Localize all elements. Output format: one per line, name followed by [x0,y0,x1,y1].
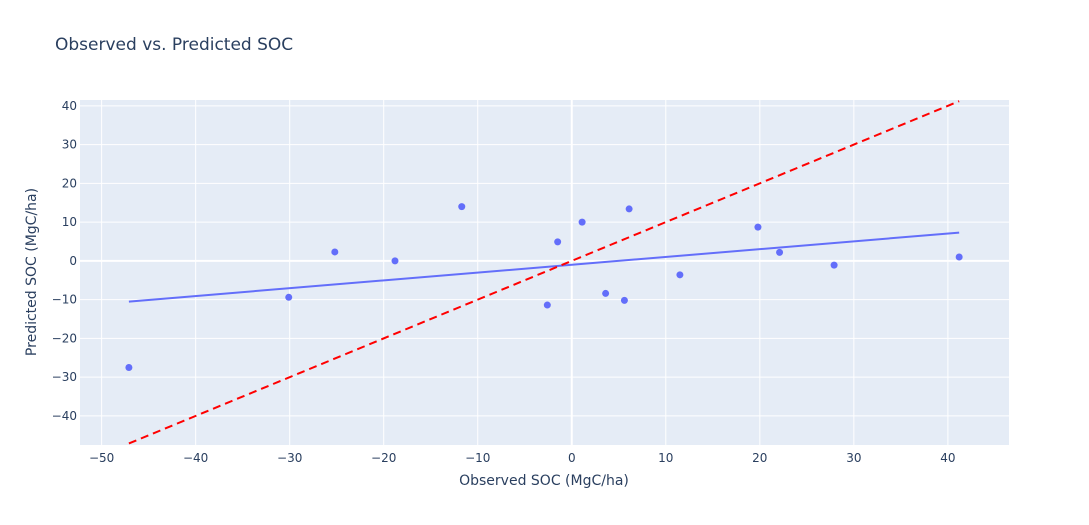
data-point [578,218,586,226]
data-point [830,261,838,269]
data-point [125,363,133,371]
y-tick-label: 30 [62,138,77,152]
data-point [676,271,684,279]
data-point [625,205,633,213]
data-point [458,203,466,211]
x-tick-label: 30 [846,451,861,465]
grid-lines [80,100,1009,445]
x-tick-label: 20 [752,451,767,465]
x-tick-label: −30 [277,451,302,465]
x-tick-label: −10 [465,451,490,465]
chart-lines [128,100,960,445]
identity-line [128,100,960,445]
data-point [331,248,339,256]
x-axis-ticks: −50 −40 −30 −20 −10 0 10 20 30 40 [89,451,956,465]
y-tick-label: −30 [52,370,77,384]
y-axis-label: Predicted SOC (MgC/ha) [24,188,40,356]
data-point [776,248,784,256]
data-point [285,293,293,301]
y-tick-label: 40 [62,99,77,113]
x-tick-label: 40 [940,451,955,465]
x-tick-label: 10 [658,451,673,465]
x-tick-label: −20 [371,451,396,465]
y-tick-label: −20 [52,331,77,345]
chart-title: Observed vs. Predicted SOC [55,35,293,55]
data-point [391,257,399,265]
x-tick-label: −40 [183,451,208,465]
data-point [554,238,562,246]
x-axis-label: Observed SOC (MgC/ha) [459,473,629,489]
y-axis-ticks: −40 −30 −20 −10 0 10 20 30 40 [52,99,77,423]
data-point [754,223,762,231]
data-point [602,289,610,297]
y-tick-label: −10 [52,293,77,307]
data-points [125,203,963,371]
x-tick-label: −50 [89,451,114,465]
y-tick-label: 10 [62,215,77,229]
data-point [620,296,628,304]
y-tick-label: 0 [69,254,77,268]
x-tick-label: 0 [568,451,576,465]
data-point [955,253,963,261]
data-point [543,301,551,309]
y-tick-label: 20 [62,176,77,190]
fit-line [128,231,960,303]
y-tick-label: −40 [52,409,77,423]
